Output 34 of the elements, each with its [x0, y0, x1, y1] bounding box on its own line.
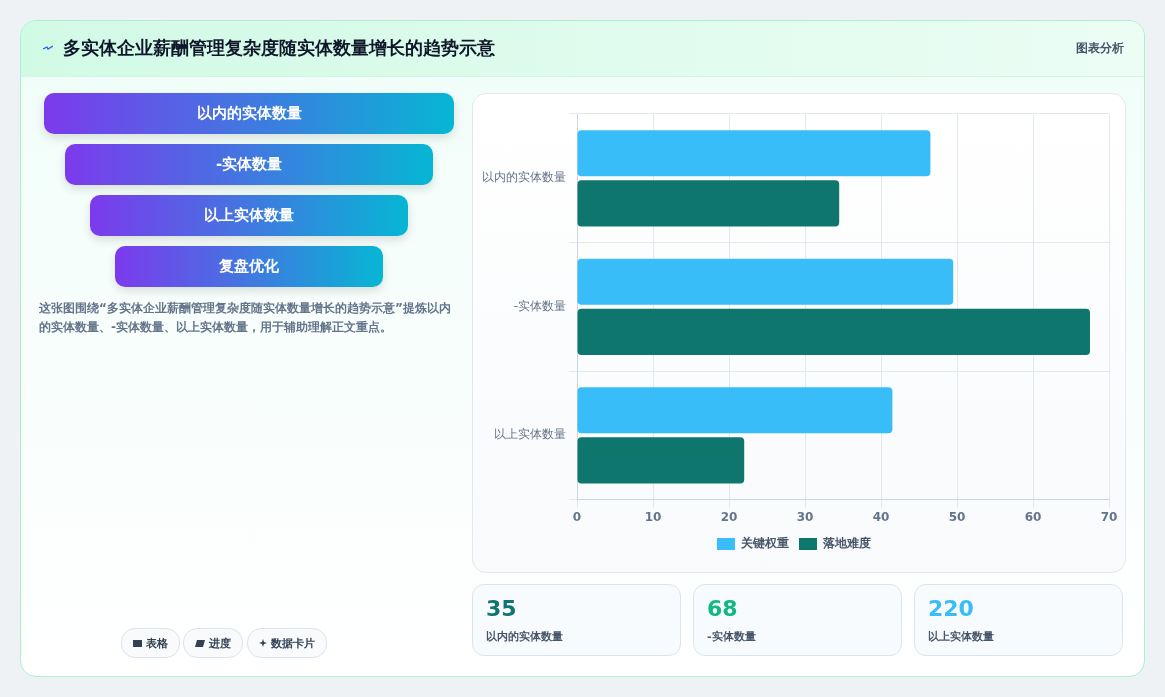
- data-label: 35: [486, 596, 517, 621]
- x-tick-label: 50: [948, 509, 966, 524]
- category-label: -实体数量: [707, 629, 756, 644]
- x-tick-label: 0: [572, 509, 582, 524]
- bar: [577, 387, 893, 434]
- bar: [577, 258, 954, 305]
- bar: [577, 130, 931, 177]
- bar: [577, 180, 840, 227]
- text: 数据卡片: [271, 635, 315, 651]
- text: 图表分析: [1076, 40, 1124, 57]
- y-tick-label: 以上实体数量: [494, 427, 566, 442]
- y-tick-label: 以内的实体数量: [482, 170, 566, 185]
- text: 复盘优化: [115, 246, 383, 287]
- text: 进度: [209, 635, 231, 651]
- data-label: 68: [707, 596, 738, 621]
- text: 表格: [146, 635, 168, 651]
- text: 这张图围绕“多实体企业薪酬管理复杂度随实体数量增长的趋势示意”提炼以内的实体数量、-实体数量、以上实体数量，用于辅助理解正文重点。: [39, 300, 452, 336]
- category-label: 以上实体数量: [928, 629, 994, 644]
- text: 多实体企业薪酬管理复杂度随实体数量增长的趋势示意: [63, 36, 495, 60]
- bar: [577, 308, 1090, 355]
- text: -实体数量: [65, 144, 433, 185]
- x-tick-label: 60: [1024, 509, 1042, 524]
- legend-label: 关键权重: [740, 536, 789, 551]
- x-tick-label: 30: [796, 509, 814, 524]
- x-tick-label: 70: [1100, 509, 1118, 524]
- text: 以内的实体数量: [44, 93, 454, 134]
- bar: [577, 437, 745, 484]
- x-tick-label: 10: [644, 509, 662, 524]
- data-label: 220: [928, 596, 974, 621]
- text: 以上实体数量: [90, 195, 408, 236]
- x-tick-label: 20: [720, 509, 738, 524]
- x-tick-label: 40: [872, 509, 890, 524]
- legend-label: 落地难度: [822, 536, 871, 551]
- y-tick-label: -实体数量: [513, 298, 566, 313]
